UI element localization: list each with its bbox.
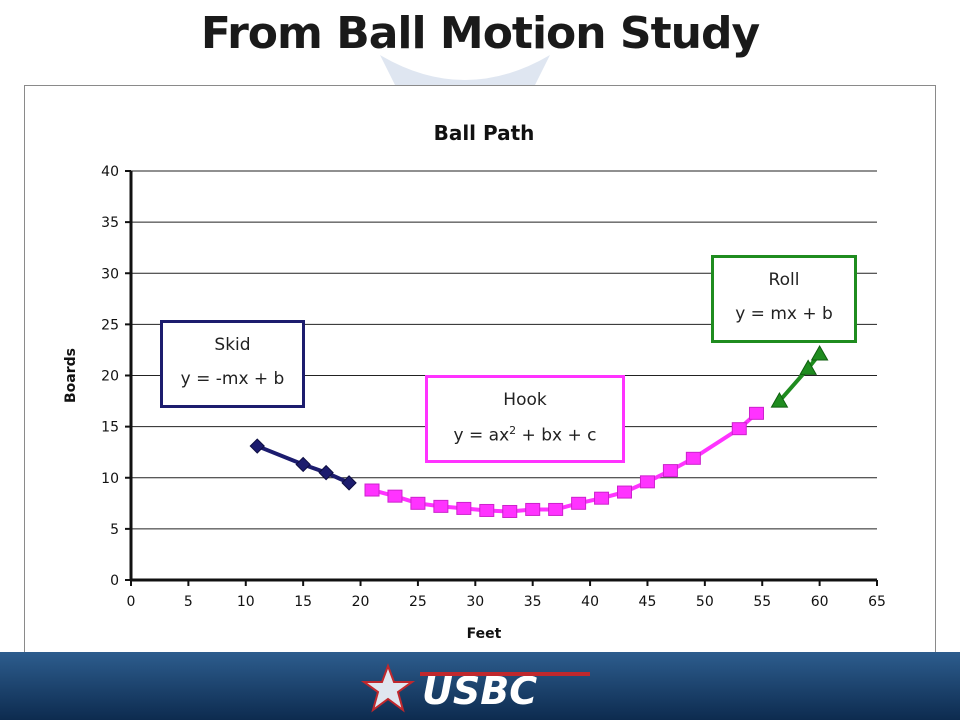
x-tick-label: 30 xyxy=(466,594,484,610)
data-point-square xyxy=(502,504,518,518)
x-tick-label: 60 xyxy=(811,594,829,610)
x-tick-label: 45 xyxy=(639,594,657,610)
x-tick-label: 10 xyxy=(237,594,255,610)
footer-band xyxy=(0,652,960,720)
data-point-square xyxy=(479,503,495,517)
skid-label: Skid xyxy=(214,335,251,355)
data-point-triangle xyxy=(770,392,789,408)
y-tick-label: 15 xyxy=(101,420,119,436)
hook-annotation: Hook y = ax2 + bx + c xyxy=(425,375,625,463)
svg-text:USBC: USBC xyxy=(422,669,537,713)
data-point-diamond xyxy=(295,456,311,473)
data-point-square xyxy=(433,499,449,513)
data-point-square xyxy=(639,475,655,489)
x-tick-label: 35 xyxy=(524,594,542,610)
y-tick-label: 10 xyxy=(101,471,119,487)
roll-equation: y = mx + b xyxy=(735,304,833,324)
hook-label: Hook xyxy=(503,390,547,410)
data-point-square xyxy=(617,485,633,499)
y-tick-label: 40 xyxy=(101,164,119,180)
y-tick-label: 35 xyxy=(101,215,119,231)
data-point-square xyxy=(410,496,426,510)
x-tick-label: 15 xyxy=(294,594,312,610)
x-tick-label: 25 xyxy=(409,594,427,610)
y-tick-label: 30 xyxy=(101,266,119,282)
y-tick-label: 25 xyxy=(101,317,119,333)
skid-equation: y = -mx + b xyxy=(180,369,285,389)
data-point-square xyxy=(594,491,610,505)
x-tick-label: 40 xyxy=(581,594,599,610)
data-point-square xyxy=(548,502,564,516)
usbc-logo: USBC xyxy=(360,663,590,713)
data-point-square xyxy=(571,496,587,510)
y-tick-label: 5 xyxy=(110,522,119,538)
data-point-square xyxy=(456,501,472,515)
data-point-square xyxy=(731,422,747,436)
data-point-square xyxy=(748,406,764,420)
x-tick-label: 20 xyxy=(352,594,370,610)
x-tick-label: 55 xyxy=(753,594,771,610)
data-point-square xyxy=(685,451,701,465)
data-point-square xyxy=(387,489,403,503)
data-point-triangle xyxy=(799,359,818,375)
data-point-diamond xyxy=(341,475,357,491)
x-axis-label: Feet xyxy=(467,626,502,642)
series-0-line xyxy=(256,444,350,485)
data-point-diamond xyxy=(318,464,334,481)
y-tick-label: 20 xyxy=(101,369,119,385)
data-point-square xyxy=(662,464,678,478)
hook-equation: y = ax2 + bx + c xyxy=(453,424,597,446)
y-tick-label: 0 xyxy=(110,573,119,589)
roll-label: Roll xyxy=(768,270,800,290)
data-point-square xyxy=(364,483,380,497)
x-tick-label: 5 xyxy=(184,594,193,610)
data-point-square xyxy=(525,502,541,516)
chart-title: Ball Path xyxy=(434,121,535,145)
data-point-triangle xyxy=(810,345,829,361)
series-2-line xyxy=(777,352,822,403)
slide-title: From Ball Motion Study xyxy=(200,8,760,59)
y-axis-label: Boards xyxy=(63,348,79,403)
roll-annotation: Roll y = mx + b xyxy=(711,255,857,343)
x-tick-label: 0 xyxy=(127,594,136,610)
x-tick-label: 65 xyxy=(868,594,886,610)
x-tick-label: 50 xyxy=(696,594,714,610)
skid-annotation: Skid y = -mx + b xyxy=(160,320,305,408)
data-point-diamond xyxy=(249,438,265,454)
